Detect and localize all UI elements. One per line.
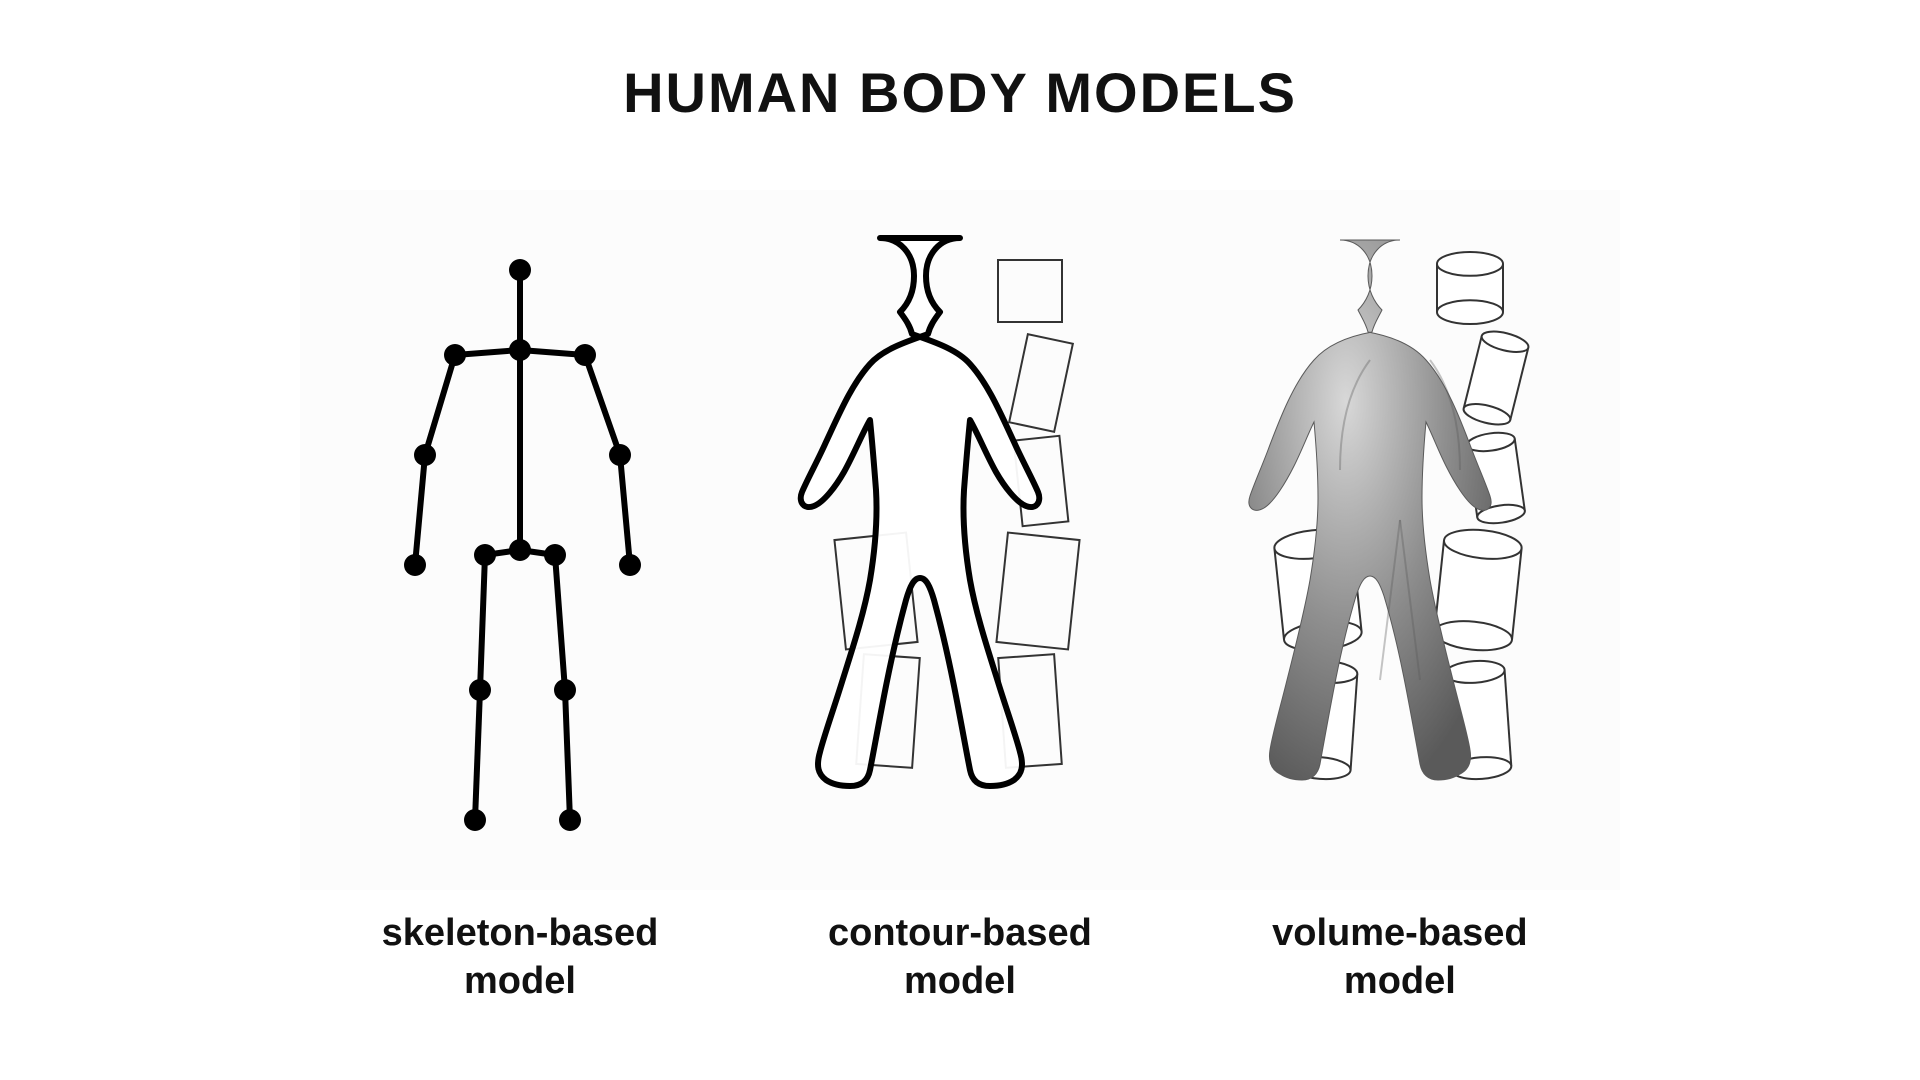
panels-row (300, 190, 1620, 890)
captions-row: skeleton-based model contour-based model… (300, 910, 1620, 1005)
skeleton-figure (370, 220, 670, 860)
caption-volume-line2: model (1344, 960, 1456, 1002)
volume-figure (1220, 220, 1580, 860)
caption-skeleton-line2: model (464, 960, 576, 1002)
caption-contour-line2: model (904, 960, 1016, 1002)
page-title: HUMAN BODY MODELS (0, 0, 1920, 125)
page: HUMAN BODY MODELS skeleton-based model c… (0, 0, 1920, 1080)
caption-skeleton-line1: skeleton-based (382, 912, 659, 954)
caption-contour-line1: contour-based (828, 912, 1092, 954)
caption-skeleton: skeleton-based model (300, 910, 740, 1005)
panel-volume (1180, 190, 1620, 890)
panel-contour (740, 190, 1180, 890)
caption-volume-line1: volume-based (1272, 912, 1528, 954)
panel-skeleton (300, 190, 740, 890)
contour-figure (780, 220, 1140, 860)
caption-volume: volume-based model (1180, 910, 1620, 1005)
caption-contour: contour-based model (740, 910, 1180, 1005)
